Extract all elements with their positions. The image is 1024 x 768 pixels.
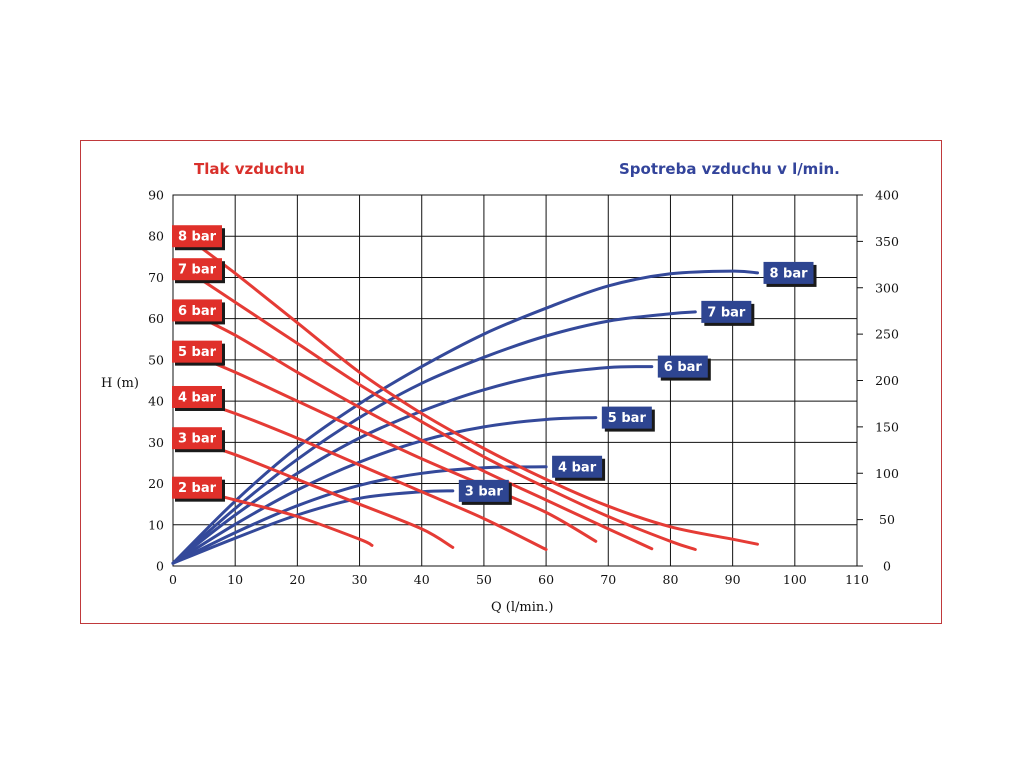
badges: 8 bar 7 bar 6 bar 5 bar 4 bar 3 bar 2 bar 8 bar… [172, 225, 817, 505]
x-tick-label: 10 [227, 572, 243, 587]
chart-svg: 0 10 20 30 40 50 60 70 80 90 100 110 0 10 20 30 40 50 60 70… [101, 160, 899, 615]
air-badge: 4 bar [552, 455, 606, 481]
badge-label: 6 bar [664, 360, 703, 375]
y2-tick-label: 400 [875, 188, 899, 203]
badge-label: 3 bar [465, 484, 504, 499]
x-tick-label: 100 [783, 572, 807, 587]
badge-box [601, 406, 652, 429]
y-tick-label: 40 [148, 394, 164, 409]
air-curve [171, 269, 759, 565]
y-tick-label: 20 [148, 476, 164, 491]
y-tick-label: 80 [148, 229, 164, 244]
badge-box [172, 340, 222, 363]
y-tick-label: 0 [156, 559, 164, 574]
pressure-curve [183, 395, 548, 551]
y-tick-label: 70 [148, 270, 164, 285]
badge-box [458, 479, 509, 502]
air-curve [171, 465, 548, 565]
y-tick-label: 10 [148, 517, 164, 532]
badge-box [172, 427, 222, 450]
grid [172, 194, 863, 567]
air-curve [171, 416, 598, 565]
pressure-badge: 4 bar [172, 385, 225, 411]
x-tick-label: 110 [845, 572, 869, 587]
air-badge: 5 bar [601, 406, 655, 432]
y-tick-label: 90 [148, 188, 164, 203]
pressure-badge: 6 bar [172, 299, 225, 325]
badge-box [552, 455, 603, 478]
y-tick-label: 60 [148, 311, 164, 326]
badge-label: 4 bar [558, 460, 597, 475]
y-tick-label: 30 [148, 435, 164, 450]
y2-tick-label: 300 [875, 280, 899, 295]
air-badge: 8 bar [763, 261, 817, 287]
pressure-curve [183, 234, 759, 546]
y2-tick-label: 250 [875, 327, 899, 342]
pressure-curve [183, 436, 455, 549]
x-tick-label: 70 [600, 572, 616, 587]
badge-label: 5 bar [178, 345, 217, 360]
chart-frame: 0 10 20 30 40 50 60 70 80 90 100 110 0 10 20 30 40 50 60 70… [80, 140, 942, 624]
badge-label: 7 bar [178, 263, 217, 278]
y2-tick-label: 100 [875, 466, 899, 481]
y2-tick-label: 150 [875, 419, 899, 434]
title-left: Tlak vzduchu [194, 160, 305, 178]
badge-box [172, 258, 222, 281]
badge-label: 7 bar [707, 305, 746, 320]
air-badge: 3 bar [458, 479, 512, 505]
badge-box [172, 299, 222, 322]
badge-label: 8 bar [769, 266, 808, 281]
y-axis-label: H (m) [101, 376, 139, 391]
pressure-badge: 5 bar [172, 340, 225, 366]
ticks: 0 10 20 30 40 50 60 70 80 90 100 110 0 10 20 30 40 50 60 70… [148, 188, 899, 588]
x-tick-label: 40 [414, 572, 430, 587]
y2-tick-label: 200 [875, 373, 899, 388]
badge-box [657, 355, 708, 378]
y-tick-label: 50 [148, 352, 164, 367]
badge-label: 6 bar [178, 304, 217, 319]
pressure-badge: 7 bar [172, 258, 225, 284]
x-tick-label: 80 [663, 572, 679, 587]
badge-box [172, 225, 222, 248]
x-axis-label: Q (l/min.) [491, 600, 553, 615]
pressure-curve [183, 308, 654, 551]
y2-tick-label: 350 [875, 234, 899, 249]
pressure-curve [183, 350, 598, 543]
badge-label: 4 bar [178, 390, 217, 405]
air-badge: 6 bar [657, 355, 711, 381]
curves [171, 234, 759, 565]
pressure-badge: 2 bar [172, 476, 225, 502]
badge-label: 8 bar [178, 230, 217, 245]
air-curve [171, 310, 697, 565]
x-tick-label: 30 [352, 572, 368, 587]
x-tick-label: 20 [289, 572, 305, 587]
x-tick-label: 50 [476, 572, 492, 587]
pressure-badge: 3 bar [172, 427, 225, 453]
badge-box [701, 300, 752, 323]
badge-box [172, 476, 222, 499]
x-tick-label: 0 [169, 572, 177, 587]
pressure-badge: 8 bar [172, 225, 225, 251]
air-badge: 7 bar [701, 300, 755, 326]
badge-box [172, 385, 222, 408]
y2-tick-label: 50 [879, 512, 895, 527]
badge-box [763, 261, 814, 284]
pressure-curve [183, 267, 697, 551]
badge-label: 3 bar [178, 432, 217, 447]
x-tick-label: 60 [538, 572, 554, 587]
badge-label: 5 bar [608, 411, 647, 426]
y2-tick-label: 0 [883, 559, 891, 574]
title-right: Spotreba vzduchu v l/min. [619, 160, 840, 178]
badge-label: 2 bar [178, 481, 217, 496]
x-tick-label: 90 [725, 572, 741, 587]
